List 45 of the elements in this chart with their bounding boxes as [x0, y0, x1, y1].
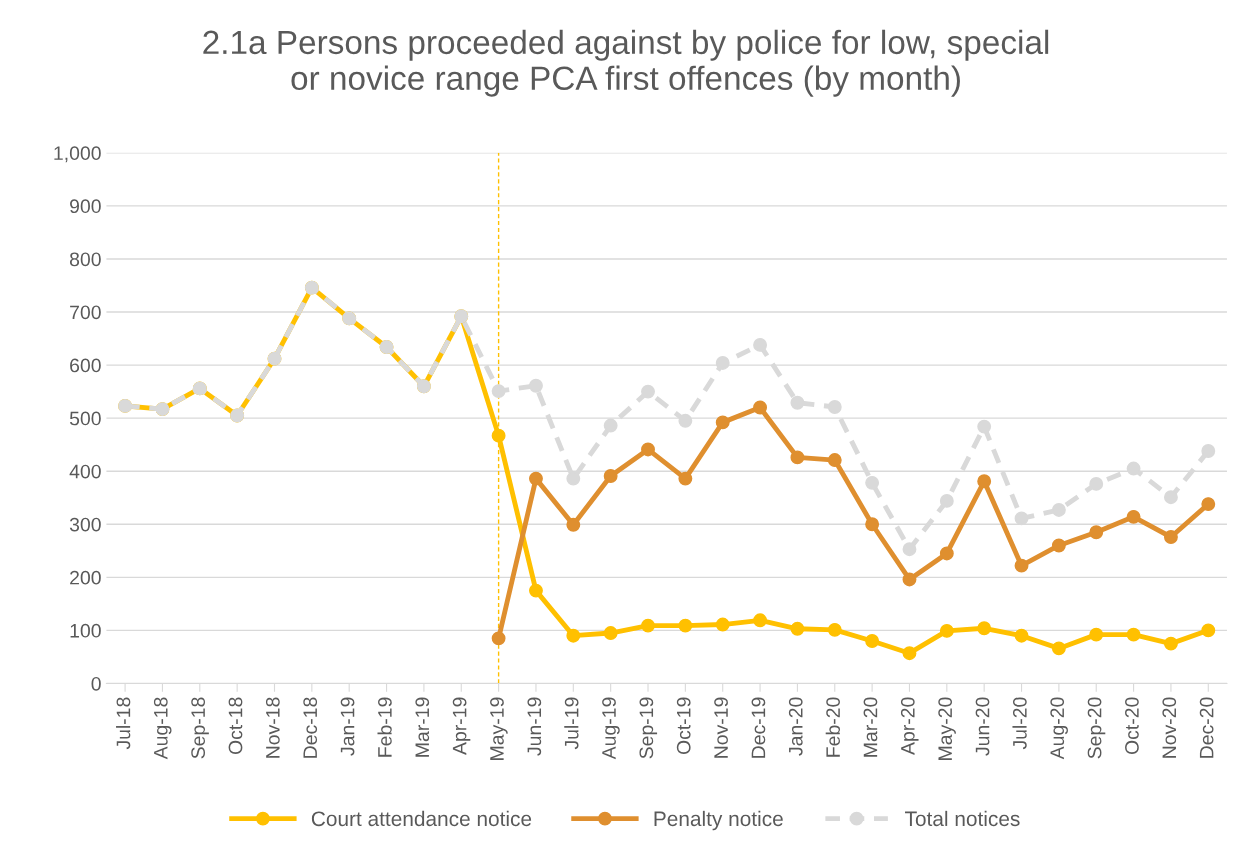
y-tick-label: 0: [91, 676, 101, 691]
x-tick-label: Aug-19: [602, 697, 620, 760]
x-tick-label: Apr-20: [900, 697, 919, 755]
x-tick-label: Feb-19: [377, 697, 392, 757]
x-tick-label: Dec-20: [1199, 697, 1214, 758]
y-tick-label: 600: [70, 358, 101, 373]
x-tick-label: May-20: [938, 697, 956, 760]
x-tick-label: Sep-20: [1087, 697, 1106, 759]
x-tick-label: Jan-19: [340, 697, 355, 756]
x-tick-label: Aug-20: [1050, 697, 1068, 760]
x-tick-label: Nov-19: [714, 697, 728, 758]
x-tick-label: Jul-18: [116, 697, 131, 750]
y-tick-label: 900: [70, 199, 101, 214]
legend-label: Total notices: [905, 810, 1020, 827]
x-tick-label: Oct-19: [676, 697, 691, 755]
y-tick-label: 400: [69, 464, 101, 479]
x-tick-label: Dec-18: [303, 697, 318, 758]
x-tick-label: Jun-20: [975, 697, 990, 756]
y-tick-label: 100: [70, 623, 101, 638]
x-tick-label: Sep-18: [191, 697, 209, 759]
x-tick-label: Aug-18: [153, 697, 172, 760]
x-tick-label: Jun-19: [527, 697, 542, 756]
y-tick-label: 200: [70, 570, 101, 585]
x-tick-label: Apr-19: [452, 697, 471, 755]
y-tick-label: 500: [69, 411, 101, 426]
x-tick-label: Feb-20: [825, 697, 840, 757]
x-tick-label: Jan-20: [788, 697, 803, 756]
x-tick-label: Nov-20: [1162, 697, 1177, 758]
y-tick-label: 300: [69, 517, 101, 532]
x-tick-label: Jul-19: [564, 697, 579, 750]
y-tick-label: 1,000: [54, 146, 101, 163]
x-tick-label: Mar-20: [863, 697, 878, 757]
y-tick-label: 700: [70, 305, 101, 320]
x-tick-label: Oct-20: [1125, 697, 1139, 755]
legend-label: Court attendance notice: [311, 810, 532, 827]
x-tick-label: Mar-19: [415, 697, 430, 757]
x-tick-label: Oct-18: [228, 697, 243, 755]
x-tick-label: Nov-18: [265, 697, 280, 758]
legend-label: Penalty notice: [654, 810, 783, 831]
x-tick-label: Dec-19: [751, 697, 766, 758]
x-tick-label: Sep-19: [639, 697, 658, 759]
x-tick-label: Jul-20: [1012, 697, 1027, 750]
x-tick-label: May-19: [490, 697, 508, 760]
chart-title: 2.1a Persons proceeded against by police for low, special or novice range PCA first offences (by month): [203, 29, 1049, 97]
y-tick-label: 800: [69, 252, 101, 267]
